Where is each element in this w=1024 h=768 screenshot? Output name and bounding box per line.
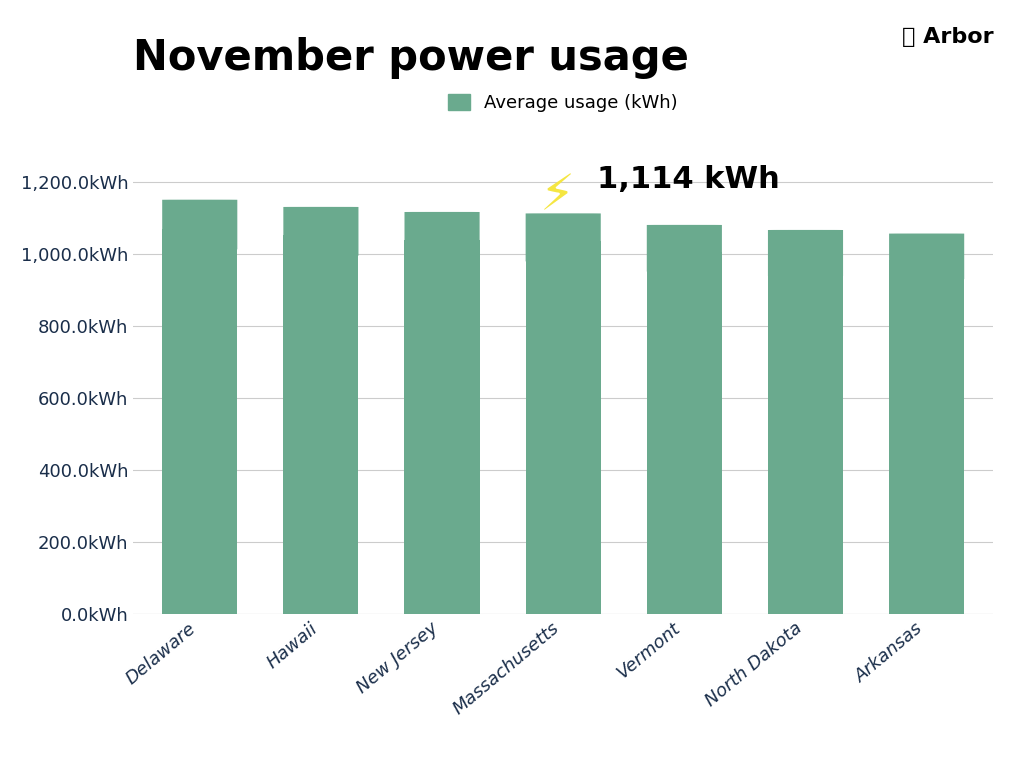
FancyBboxPatch shape bbox=[162, 200, 238, 250]
FancyBboxPatch shape bbox=[284, 207, 358, 256]
Bar bbox=[404, 240, 479, 614]
FancyBboxPatch shape bbox=[647, 225, 722, 272]
Bar bbox=[768, 257, 843, 614]
FancyBboxPatch shape bbox=[768, 230, 843, 276]
Bar bbox=[162, 229, 238, 614]
Bar bbox=[525, 241, 601, 614]
FancyBboxPatch shape bbox=[404, 212, 479, 260]
Bar bbox=[647, 252, 722, 614]
Bar bbox=[284, 236, 358, 614]
Text: Ⓜ Arbor: Ⓜ Arbor bbox=[902, 27, 993, 47]
Legend: Average usage (kWh): Average usage (kWh) bbox=[449, 94, 678, 112]
Bar bbox=[889, 260, 965, 614]
Text: 1,114 kWh: 1,114 kWh bbox=[597, 164, 780, 194]
Text: November power usage: November power usage bbox=[133, 38, 689, 79]
FancyBboxPatch shape bbox=[889, 233, 965, 280]
FancyBboxPatch shape bbox=[525, 214, 601, 261]
Text: ⚡: ⚡ bbox=[540, 173, 574, 220]
